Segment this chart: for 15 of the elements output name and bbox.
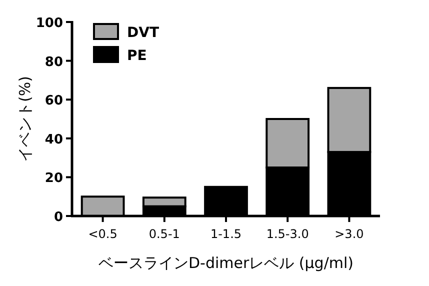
y-tick-label: 20	[44, 171, 63, 186]
x-axis-title: ベースラインD-dimerレベル (μg/ml)	[98, 254, 354, 272]
x-tick-label: <0.5	[88, 227, 118, 241]
y-tick-label: 60	[44, 94, 63, 109]
y-tick-label: 40	[44, 132, 63, 148]
x-tick-label: 1-1.5	[210, 227, 242, 241]
x-tick-label: >3.0	[334, 227, 364, 241]
legend-label: PE	[127, 48, 147, 64]
y-tick-label: 0	[54, 210, 63, 225]
y-tick-label: 80	[44, 54, 63, 70]
legend-label: DVT	[127, 25, 160, 41]
x-tick-label: 1.5-3.0	[266, 227, 309, 241]
x-tick-label: 0.5-1	[148, 227, 180, 241]
y-axis-title: イベント(%)	[16, 76, 34, 162]
y-tick-label: 100	[36, 16, 63, 31]
